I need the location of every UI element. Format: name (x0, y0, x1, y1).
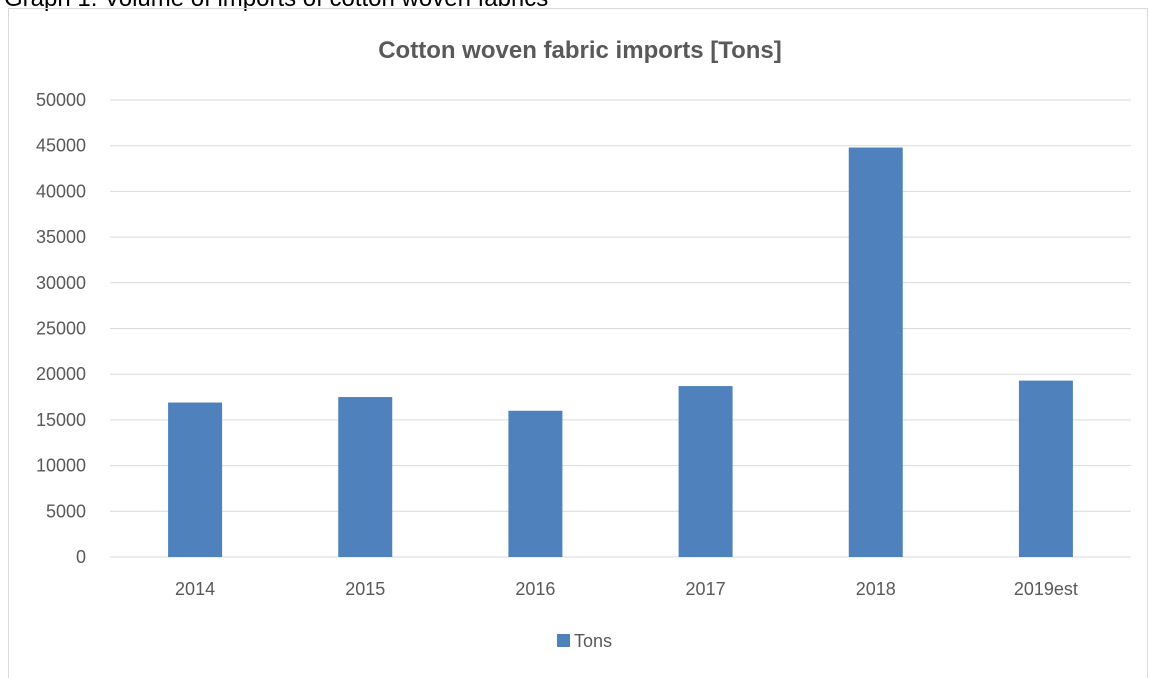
x-axis-ticks: 2014 2015 2016 2017 2018 2019est (175, 579, 1078, 599)
y-tick-label: 20000 (36, 364, 86, 384)
legend: Tons (557, 631, 612, 651)
y-tick-label: 35000 (36, 227, 86, 247)
y-tick-label: 15000 (36, 410, 86, 430)
figure-caption: Graph 1. Volume of imports of cotton wov… (4, 0, 548, 13)
x-tick-label: 2014 (175, 579, 215, 599)
y-tick-label: 25000 (36, 319, 86, 339)
bar (338, 397, 393, 557)
x-tick-label: 2019est (1014, 579, 1078, 599)
chart-title: Cotton woven fabric imports [Tons] (378, 37, 782, 64)
y-tick-label: 5000 (46, 501, 86, 521)
x-tick-label: 2018 (856, 579, 896, 599)
bar (508, 410, 563, 557)
x-tick-label: 2015 (345, 579, 385, 599)
legend-label: Tons (574, 631, 612, 651)
x-tick-label: 2016 (515, 579, 555, 599)
y-tick-label: 0 (76, 547, 86, 567)
bars (168, 147, 1073, 557)
y-tick-label: 45000 (36, 136, 86, 156)
y-axis-ticks: 0 5000 10000 15000 20000 25000 30000 35000 40000… (36, 90, 86, 567)
legend-swatch (557, 634, 570, 647)
y-tick-label: 30000 (36, 273, 86, 293)
bar (168, 402, 223, 557)
y-tick-label: 10000 (36, 456, 86, 476)
x-tick-label: 2017 (686, 579, 726, 599)
bar (848, 147, 903, 557)
bar (678, 386, 733, 557)
y-tick-label: 50000 (36, 90, 86, 110)
gridlines (110, 99, 1131, 558)
bar (1018, 380, 1073, 557)
chart-frame (8, 8, 1148, 678)
y-tick-label: 40000 (36, 181, 86, 201)
